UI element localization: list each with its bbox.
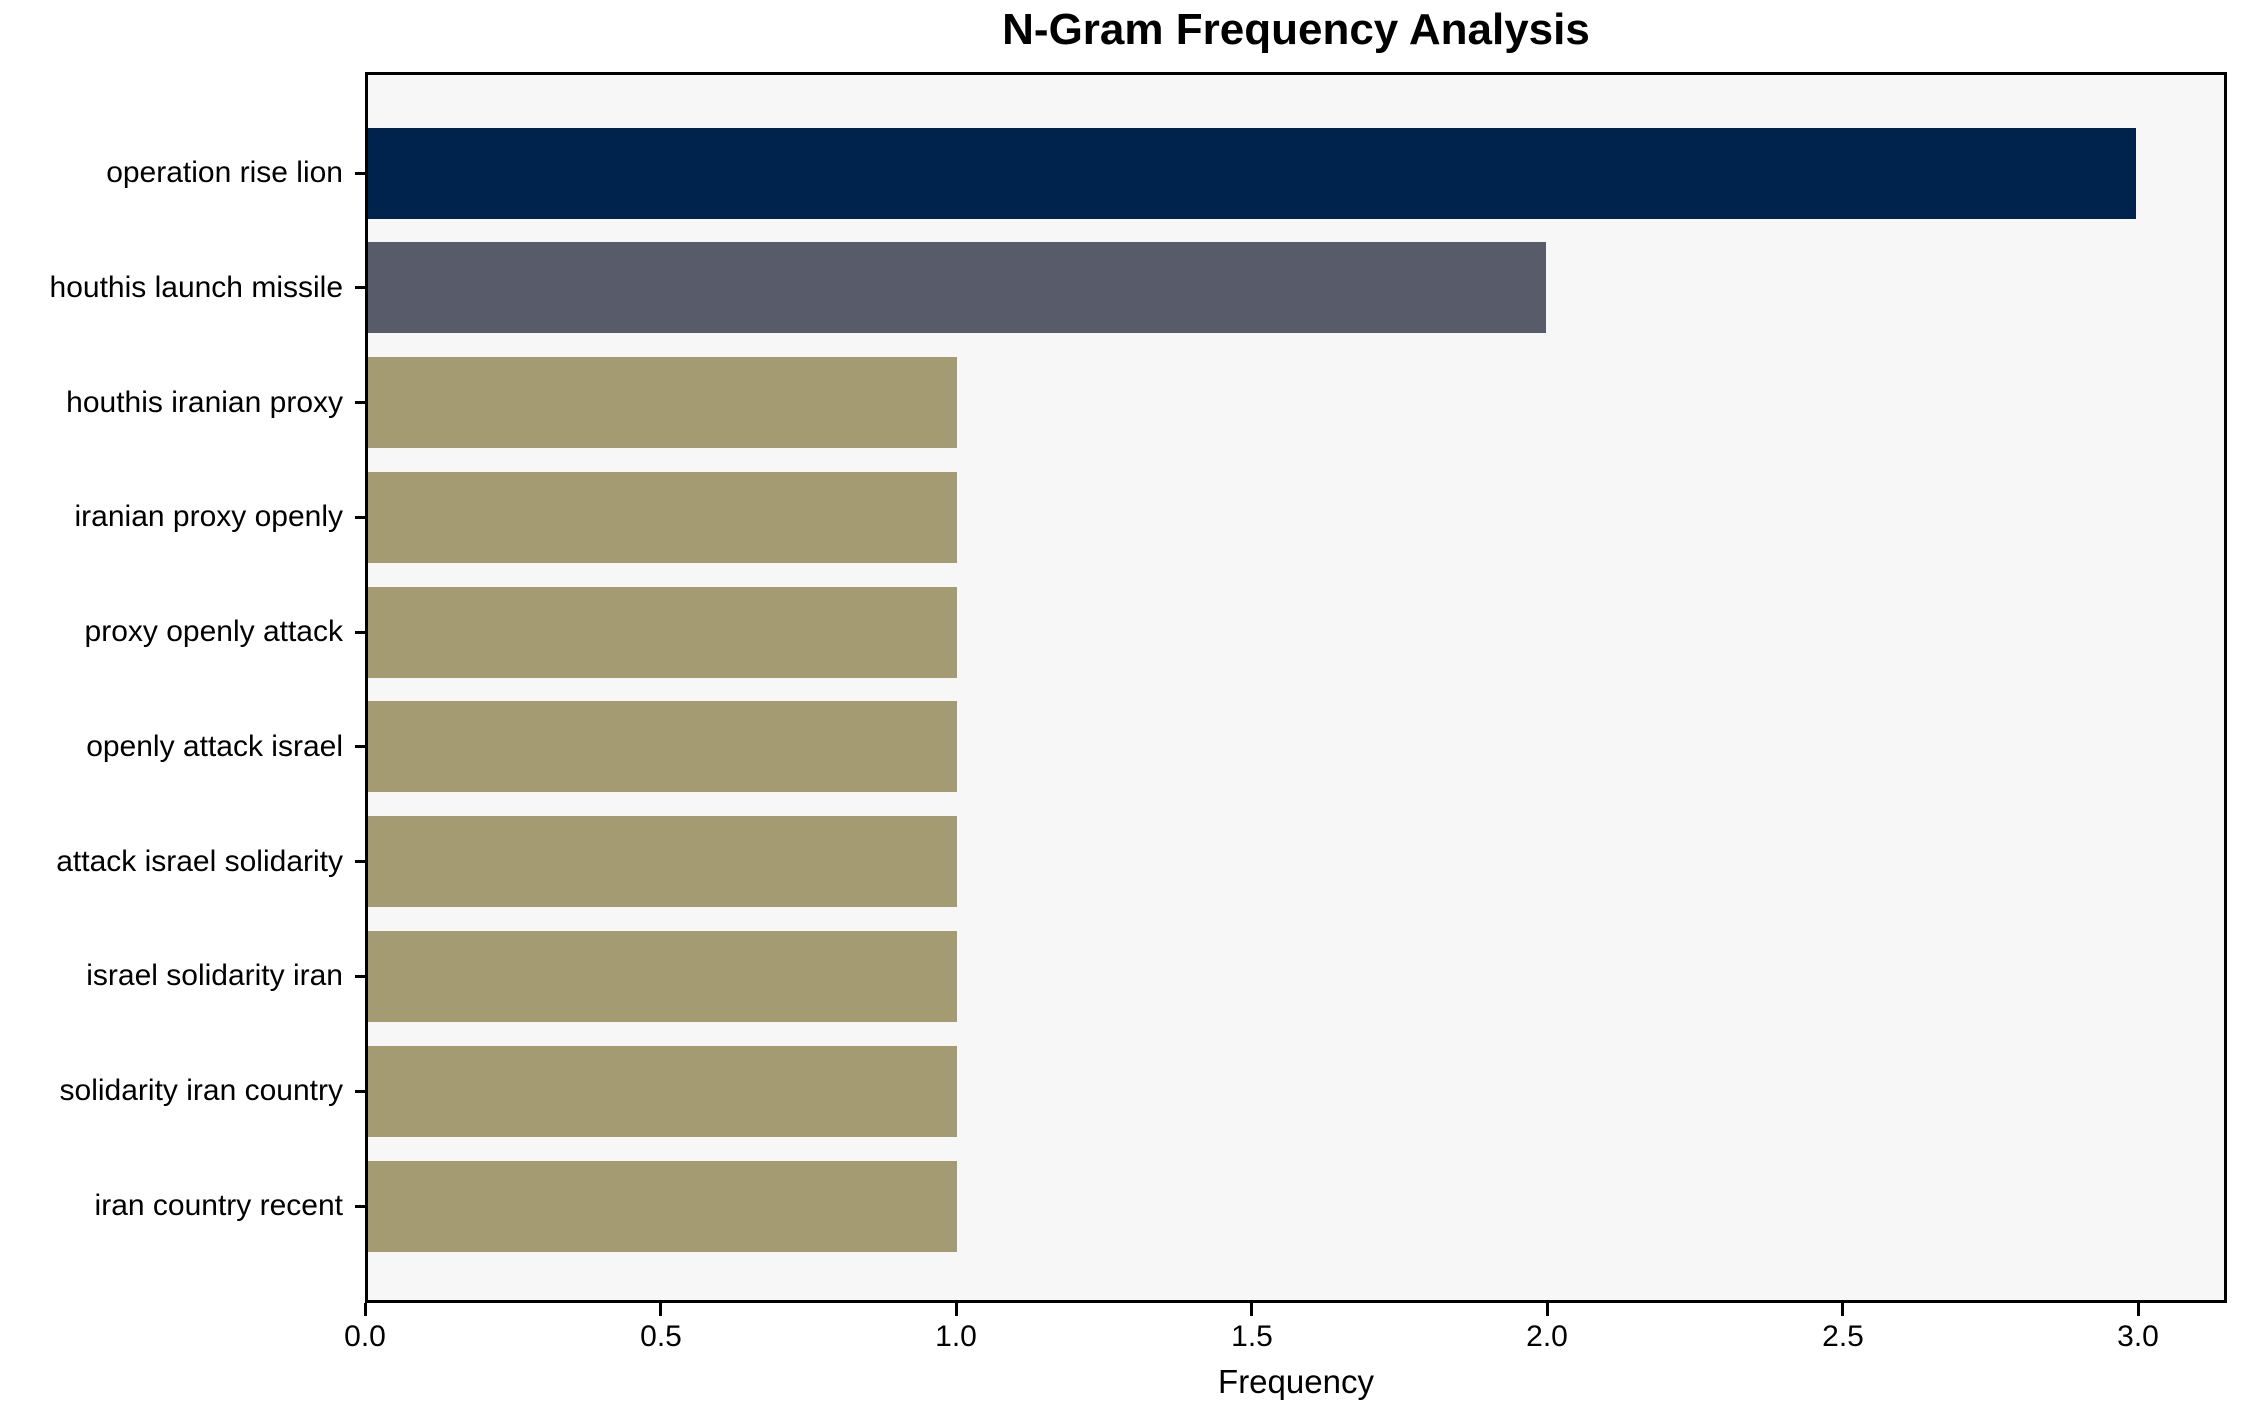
y-tick-label: houthis launch missile xyxy=(49,271,343,304)
x-tick-mark xyxy=(955,1303,958,1316)
y-tick-label: iranian proxy openly xyxy=(74,500,344,533)
bar-solidarity-iran-country xyxy=(368,1046,957,1137)
y-tick-label: openly attack israel xyxy=(86,730,343,763)
x-tick-label: 0.5 xyxy=(640,1320,682,1353)
y-tick-mark xyxy=(355,401,365,404)
x-tick-label: 1.5 xyxy=(1231,1320,1273,1353)
x-tick-mark xyxy=(659,1303,662,1316)
x-tick-label: 3.0 xyxy=(2117,1320,2159,1353)
y-tick-label: solidarity iran country xyxy=(59,1074,343,1107)
y-tick-mark xyxy=(355,1205,365,1208)
y-tick-mark xyxy=(355,745,365,748)
bar-houthis-iranian-proxy xyxy=(368,357,957,448)
x-tick-label: 0.0 xyxy=(344,1320,386,1353)
bar-operation-rise-lion xyxy=(368,128,2136,219)
x-tick-label: 2.0 xyxy=(1526,1320,1568,1353)
bar-attack-israel-solidarity xyxy=(368,816,957,907)
x-tick-mark xyxy=(364,1303,367,1316)
plot-area xyxy=(365,72,2227,1303)
bar-proxy-openly-attack xyxy=(368,587,957,678)
y-tick-label: operation rise lion xyxy=(106,156,343,189)
y-tick-label: proxy openly attack xyxy=(84,615,343,648)
x-tick-mark xyxy=(2137,1303,2140,1316)
x-tick-mark xyxy=(1546,1303,1549,1316)
y-tick-mark xyxy=(355,172,365,175)
y-tick-mark xyxy=(355,631,365,634)
chart-title: N-Gram Frequency Analysis xyxy=(1002,5,1590,54)
x-tick-mark xyxy=(1841,1303,1844,1316)
x-tick-mark xyxy=(1250,1303,1253,1316)
y-tick-label: attack israel solidarity xyxy=(56,845,343,878)
y-tick-label: israel solidarity iran xyxy=(86,959,343,992)
y-tick-mark xyxy=(355,516,365,519)
y-tick-mark xyxy=(355,1090,365,1093)
y-tick-mark xyxy=(355,975,365,978)
y-tick-label: houthis iranian proxy xyxy=(66,386,343,419)
bar-houthis-launch-missile xyxy=(368,242,1546,333)
bar-iranian-proxy-openly xyxy=(368,472,957,563)
y-tick-mark xyxy=(355,860,365,863)
y-tick-mark xyxy=(355,286,365,289)
bar-israel-solidarity-iran xyxy=(368,931,957,1022)
x-tick-label: 2.5 xyxy=(1822,1320,1864,1353)
x-axis-label: Frequency xyxy=(1218,1363,1374,1400)
x-tick-label: 1.0 xyxy=(935,1320,977,1353)
bar-openly-attack-israel xyxy=(368,701,957,792)
y-tick-label: iran country recent xyxy=(94,1189,343,1222)
bar-iran-country-recent xyxy=(368,1161,957,1252)
